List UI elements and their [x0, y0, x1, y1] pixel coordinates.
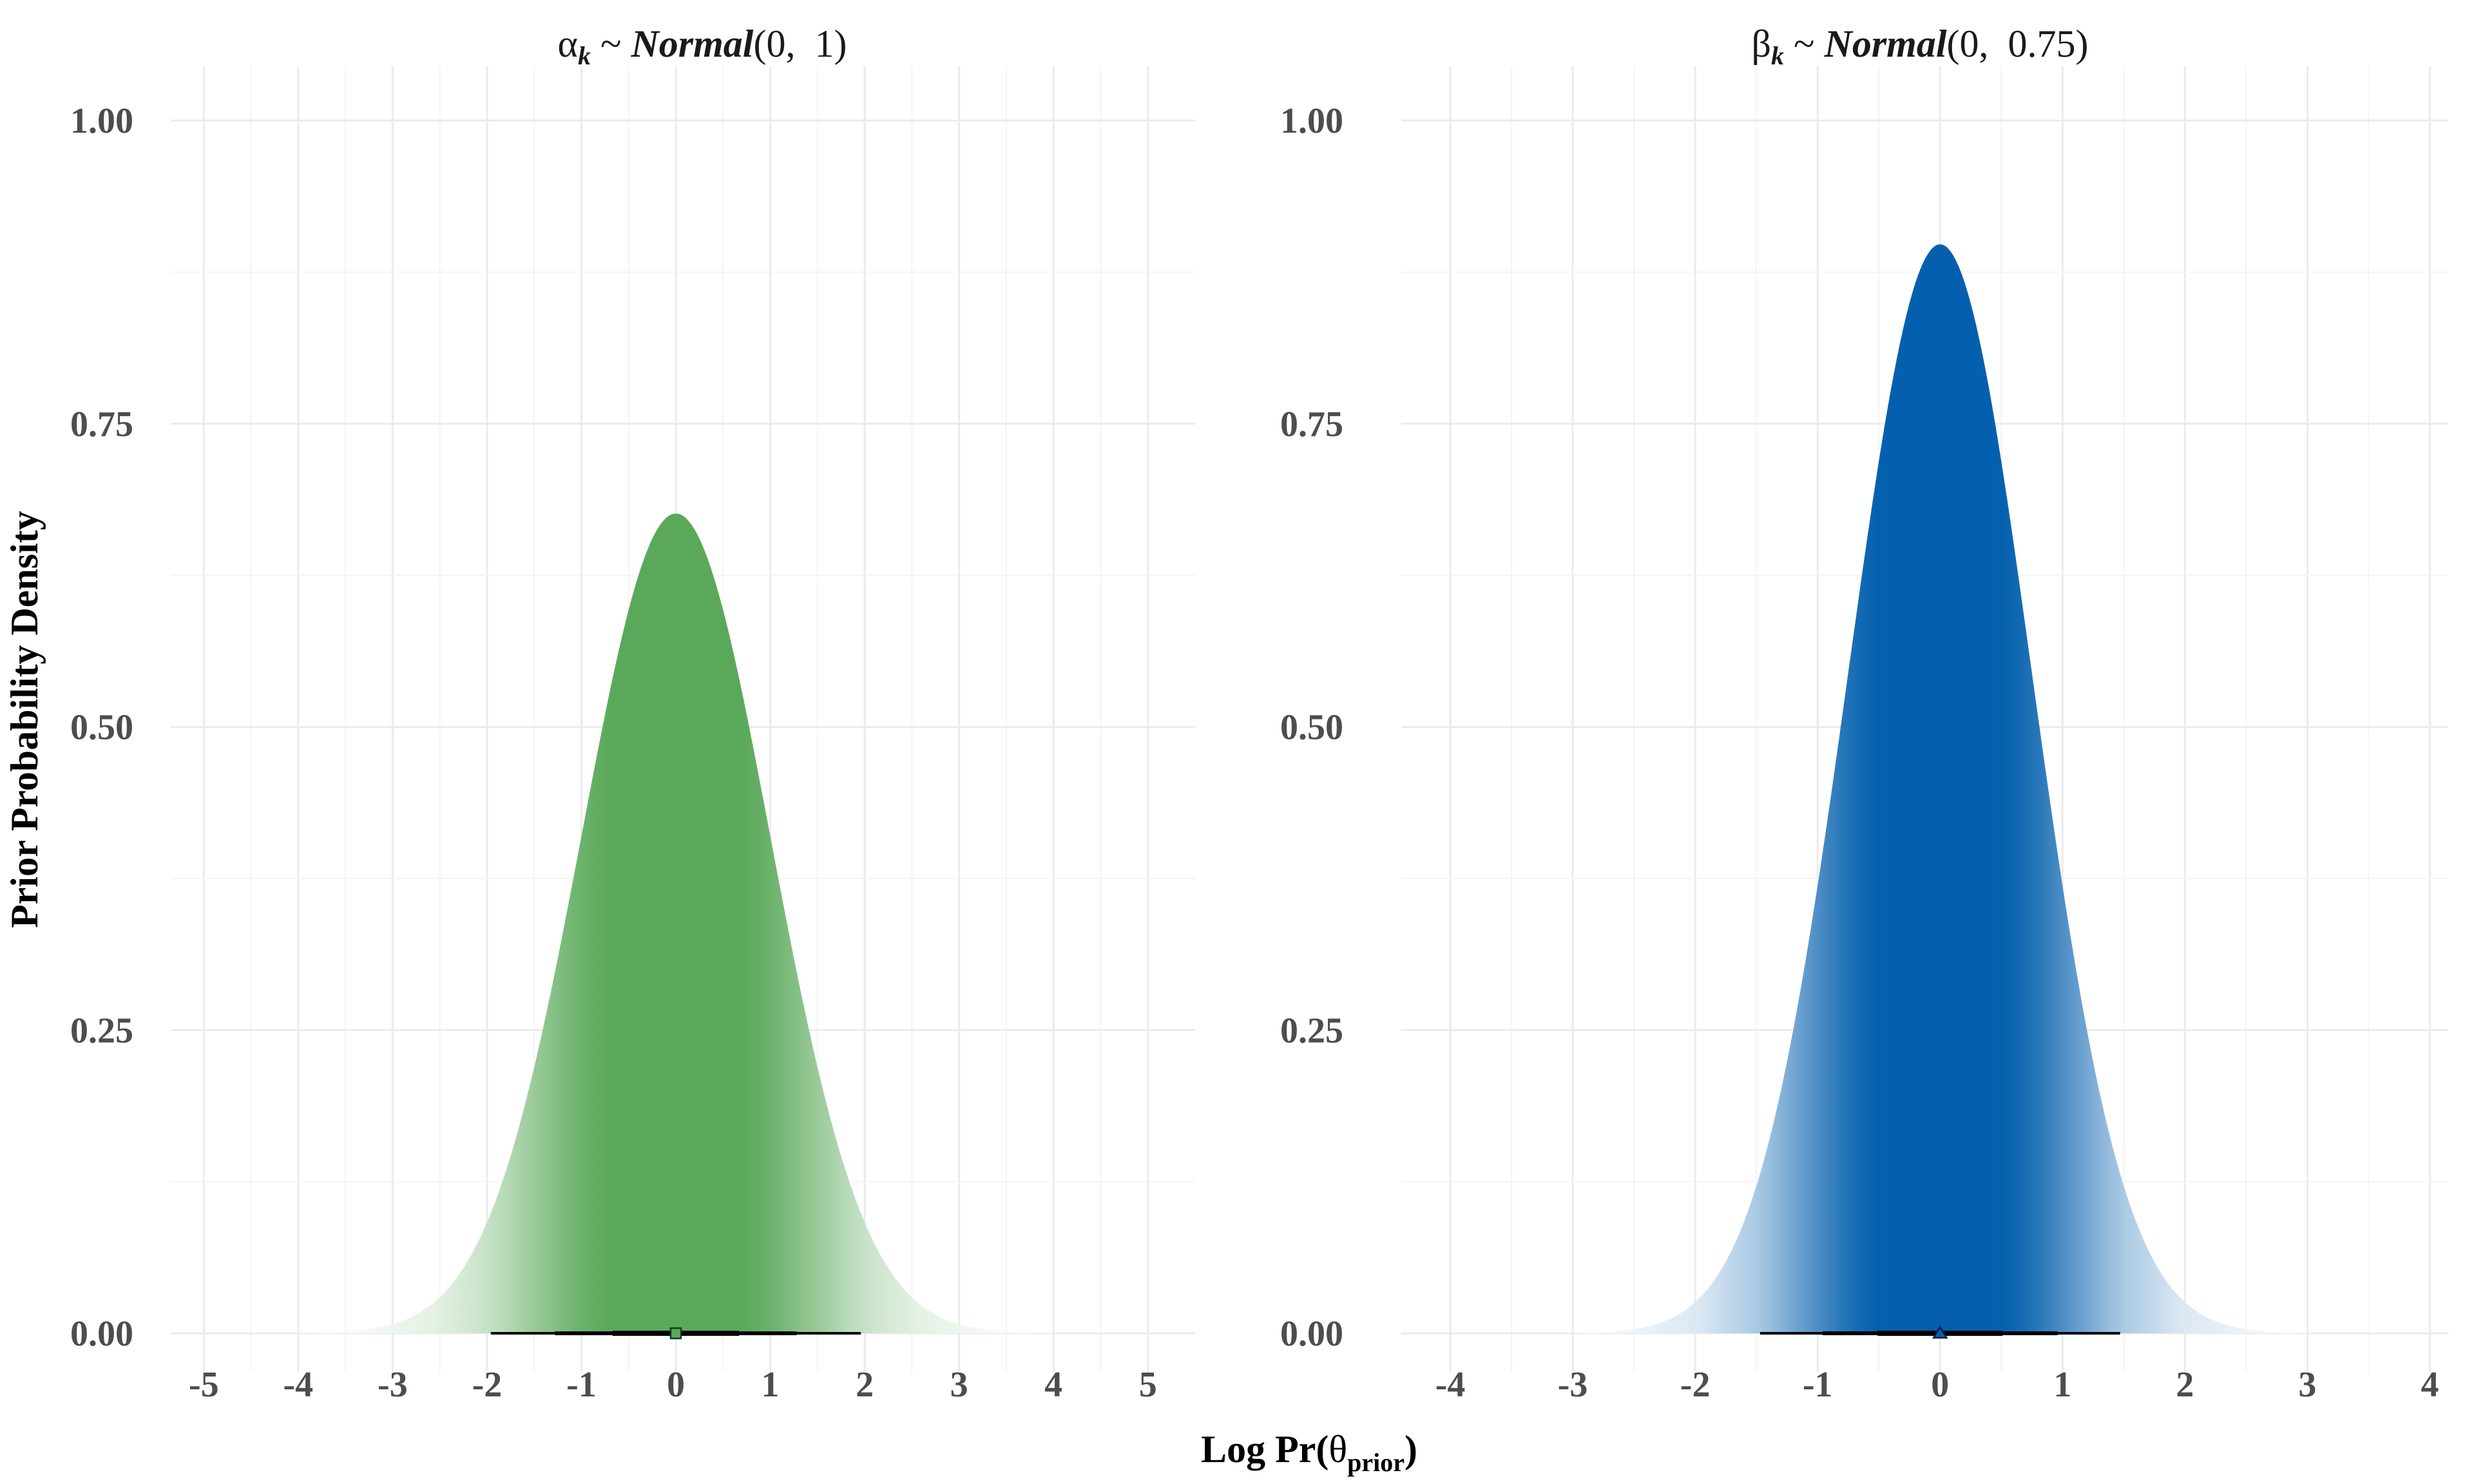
y-tick-label: 0.75: [1280, 404, 1343, 444]
x-tick-label: 2: [856, 1365, 874, 1405]
panel-beta-title-tilde: ~: [1784, 23, 1824, 65]
panel-alpha-title-tilde: ~: [591, 23, 631, 65]
panel-beta-intervals: [1760, 1325, 2120, 1339]
y-tick-label: 1.00: [70, 101, 133, 141]
x-tick-label: -4: [1435, 1365, 1466, 1405]
y-tick-label: 0.00: [70, 1314, 133, 1354]
x-tick-label: -4: [283, 1365, 314, 1405]
y-tick-label: 1.00: [1280, 101, 1343, 141]
x-tick-label: 0: [667, 1365, 685, 1405]
x-tick-label: -5: [189, 1365, 219, 1405]
panel-alpha-title-symbol: α: [558, 23, 578, 65]
panel-alpha-title-params: (0, 1: [753, 23, 834, 65]
panel-alpha-title-subscript: k: [578, 41, 591, 70]
panel-beta-title-params: (0, 0.75: [1947, 23, 2076, 65]
y-tick-label: 0.50: [1280, 708, 1343, 748]
density-area: [1573, 244, 2308, 1334]
y-tick-label: 0.50: [70, 708, 133, 748]
point-estimate-marker: [1932, 1325, 1948, 1339]
x-axis-title: Log Pr(θprior): [1201, 1428, 1417, 1477]
x-tick-label: 1: [2053, 1365, 2071, 1405]
x-tick-label: 1: [762, 1365, 780, 1405]
panel-alpha: 0.00 0.25 0.50 0.75 1.00 -5 -4 -3 -2 -1 0 1 2 3 4 5 αk…: [70, 23, 1195, 1405]
x-tick-label: 5: [1139, 1365, 1157, 1405]
y-tick-label: 0.25: [1280, 1011, 1343, 1051]
x-tick-label: -3: [378, 1365, 408, 1405]
x-tick-label: 3: [950, 1365, 968, 1405]
y-tick-label: 0.00: [1280, 1314, 1343, 1354]
panel-alpha-title-dist: Normal: [630, 23, 753, 65]
panel-beta-density: [1573, 244, 2308, 1334]
panel-beta: 0.00 0.25 0.50 0.75 1.00 -4 -3 -2 -1 0 1 2 3 4 βk ~ …: [1280, 23, 2448, 1405]
density-area: [298, 513, 1054, 1334]
panel-beta-title: βk ~ Normal(0, 0.75): [1752, 23, 2089, 70]
y-tick-label: 0.25: [70, 1011, 133, 1051]
panel-beta-title-close: ): [2076, 23, 2089, 65]
x-tick-label: -1: [566, 1365, 597, 1405]
point-estimate-marker: [669, 1327, 682, 1340]
x-axis-title-main: Log Pr(: [1201, 1428, 1328, 1470]
x-tick-label: 2: [2176, 1365, 2194, 1405]
panel-alpha-title: αk ~ Normal(0, 1): [558, 23, 847, 70]
panel-alpha-y-ticks: 0.00 0.25 0.50 0.75 1.00: [70, 101, 133, 1354]
panel-alpha-intervals: [490, 1327, 861, 1340]
x-axis-title-symbol: θ: [1328, 1428, 1347, 1470]
panel-beta-x-ticks: -4 -3 -2 -1 0 1 2 3 4: [1435, 1365, 2439, 1405]
x-tick-label: -1: [1803, 1365, 1833, 1405]
panel-beta-title-symbol: β: [1752, 23, 1772, 65]
panel-beta-title-subscript: k: [1771, 41, 1784, 70]
panel-alpha-title-close: ): [834, 23, 847, 65]
x-axis-title-subscript: prior: [1347, 1448, 1405, 1477]
x-axis-title-close: ): [1405, 1428, 1417, 1470]
y-axis-title: Prior Probability Density: [3, 511, 46, 928]
panel-alpha-x-ticks: -5 -4 -3 -2 -1 0 1 2 3 4 5: [189, 1365, 1157, 1405]
x-tick-label: 4: [2421, 1365, 2439, 1405]
panel-alpha-density: [298, 513, 1054, 1334]
x-tick-label: -2: [472, 1365, 503, 1405]
y-tick-label: 0.75: [70, 404, 133, 444]
x-tick-label: 0: [1931, 1365, 1949, 1405]
panel-beta-title-dist: Normal: [1824, 23, 1947, 65]
x-tick-label: 3: [2298, 1365, 2316, 1405]
x-tick-label: -3: [1558, 1365, 1588, 1405]
x-tick-label: -2: [1680, 1365, 1711, 1405]
panel-beta-y-ticks: 0.00 0.25 0.50 0.75 1.00: [1280, 101, 1343, 1354]
x-tick-label: 4: [1044, 1365, 1062, 1405]
